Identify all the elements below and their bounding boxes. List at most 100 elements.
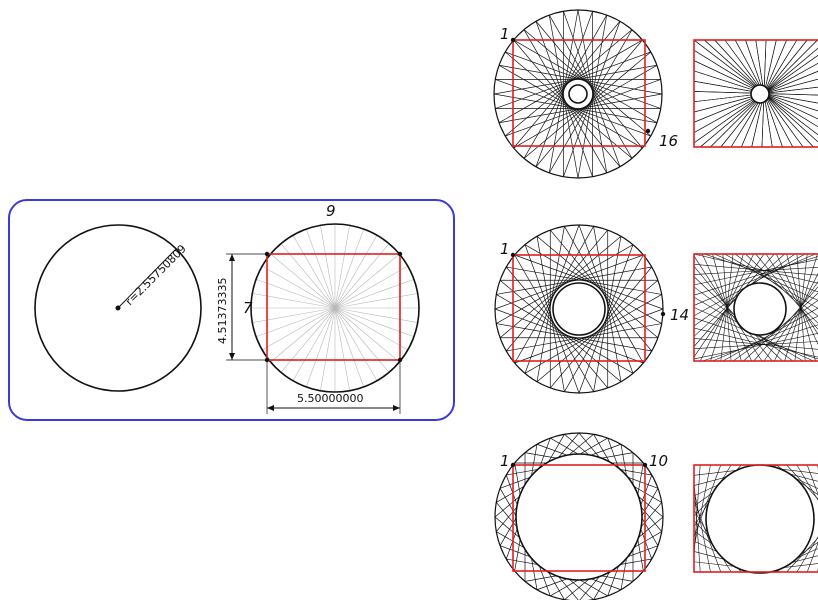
rectangle-inner-circle <box>733 282 787 336</box>
chord-lines <box>494 224 664 394</box>
guide-spoke <box>334 293 418 309</box>
guide-spoke <box>320 225 336 309</box>
guide-spoke <box>255 278 336 309</box>
start-point-dot <box>510 252 516 258</box>
chord-line <box>514 226 594 364</box>
rectangle-chord-line <box>693 253 775 347</box>
chord-line <box>593 226 622 382</box>
chord-line <box>514 254 594 392</box>
chord-line <box>494 254 644 310</box>
chord-line <box>564 254 644 392</box>
figure-circle <box>494 432 664 600</box>
width-arrow-left <box>267 405 274 411</box>
rectangle-chord-line <box>693 464 722 538</box>
guide-spoke <box>305 228 336 309</box>
rectangle-chord-line <box>712 315 818 362</box>
height-label: 4.51373335 <box>216 278 229 344</box>
start-label: 1 <box>500 240 510 258</box>
inner-circle <box>568 84 588 104</box>
chord-line <box>524 244 662 324</box>
corner-dot <box>397 251 403 257</box>
end-label: 14 <box>670 306 689 324</box>
guide-spoke <box>292 307 336 381</box>
chord-line <box>496 323 652 352</box>
string-art-figure-1: 1 16 <box>493 9 678 179</box>
guide-spoke <box>334 307 378 381</box>
chord-line <box>494 308 644 364</box>
guide-spoke <box>320 307 336 391</box>
inner-circle <box>552 282 606 336</box>
rectangle-chord-line <box>806 464 818 495</box>
guide-spoke <box>255 307 336 338</box>
rectangle-chord-line <box>724 253 818 309</box>
inner-circle <box>515 453 643 581</box>
rectangle-chord-line <box>693 327 818 358</box>
side-label: 7 <box>243 299 253 317</box>
rectangle-pattern-1 <box>693 39 818 148</box>
chord-line <box>593 236 622 392</box>
height-arrow-bottom <box>229 353 235 360</box>
rectangle-chord-line <box>796 464 818 501</box>
chord-line <box>496 244 634 324</box>
radius-label: r=2.55750809 <box>123 242 189 308</box>
string-art-figure-2: 1 14 <box>494 224 689 394</box>
rectangle-chord-line <box>693 464 711 548</box>
guide-spoke <box>305 307 336 388</box>
string-art-figure-3: 1 10 <box>494 432 668 600</box>
chord-line <box>505 266 608 389</box>
chord-line <box>578 244 634 394</box>
end-point-dot <box>645 128 651 134</box>
chord-line <box>506 266 662 295</box>
rectangle-chord-line <box>714 253 818 301</box>
chord-line <box>536 226 565 382</box>
guide-spoke <box>334 225 350 309</box>
chord-line <box>536 236 565 392</box>
rectangle-pattern-2 <box>693 253 818 362</box>
guide-spoke <box>262 265 336 309</box>
pattern-rectangle <box>693 253 818 362</box>
panel-frame <box>8 199 455 421</box>
end-label: 16 <box>659 132 678 150</box>
chord-line <box>499 235 622 338</box>
rectangle-chord-line <box>722 307 818 362</box>
guide-spoke <box>334 307 350 391</box>
chord-line <box>524 244 580 394</box>
segments-label: 9 <box>326 202 336 220</box>
rectangle-chord-line <box>693 259 818 286</box>
rectangle-inner-circle <box>750 84 770 104</box>
rectangle-chord-line <box>693 489 711 573</box>
guide-spoke <box>292 235 336 309</box>
figure-circle <box>494 224 664 394</box>
pattern-rectangle <box>693 39 818 148</box>
construction-circle <box>250 223 420 393</box>
rectangle-chord-line <box>693 255 763 362</box>
reference-circle-group: r=2.55750809 <box>34 224 202 392</box>
inscribed-square <box>512 464 646 572</box>
start-label: 1 <box>500 25 510 43</box>
start-label: 1 <box>500 452 510 470</box>
chord-line <box>536 280 659 383</box>
width-arrow-right <box>393 405 400 411</box>
pattern-rectangle <box>693 464 818 573</box>
height-arrow-top <box>229 254 235 261</box>
inscribed-square <box>512 254 646 362</box>
construction-square <box>266 253 401 361</box>
chord-line <box>496 266 652 295</box>
rectangle-chord-line <box>755 253 818 330</box>
guide-spoke <box>252 293 336 309</box>
chord-line <box>506 323 662 352</box>
chord-line <box>496 294 634 374</box>
guide-spoke <box>334 307 408 351</box>
rectangle-chord-line <box>693 256 818 296</box>
start-point-dot <box>510 37 516 43</box>
chord-line <box>514 308 664 364</box>
width-label: 5.50000000 <box>297 392 363 405</box>
inscribed-square <box>512 39 646 147</box>
start-point-dot <box>510 462 516 468</box>
radius-line <box>117 248 177 309</box>
guide-spoke <box>334 253 400 309</box>
guide-spoke <box>280 307 336 373</box>
rectangle-chord-line <box>786 537 818 573</box>
rectangle-chord-line <box>743 292 818 362</box>
